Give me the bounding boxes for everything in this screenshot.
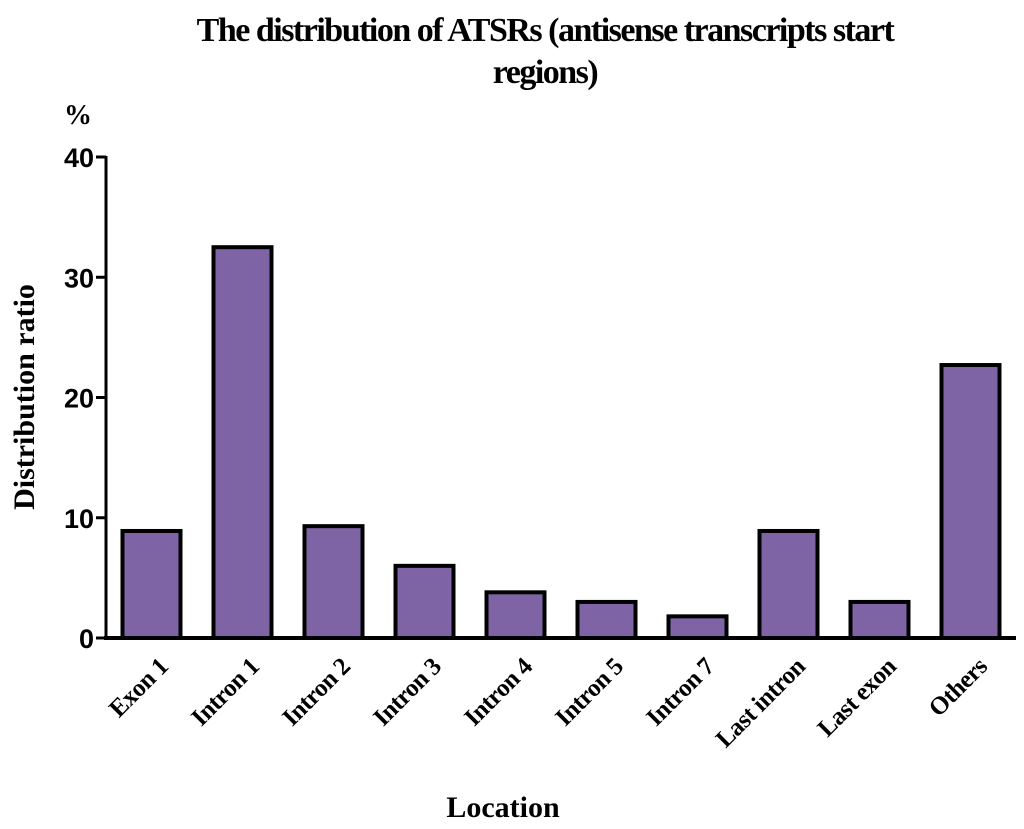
bar — [666, 614, 729, 640]
bars-group — [120, 245, 1002, 640]
bar — [302, 524, 365, 640]
x-tick-label: Last exon — [813, 653, 903, 743]
x-tick-label: Last intron — [711, 653, 811, 753]
y-tick-label: 0 — [79, 624, 94, 654]
chart-title-line-2: regions) — [493, 54, 598, 91]
chart-title-line-1: The distribution of ATSRs (antisense tra… — [197, 12, 896, 49]
bar — [484, 590, 547, 640]
x-axis-tick-labels: Exon 1 Intron 1 Intron 2 Intron 3 Intron 4 In… — [104, 652, 993, 753]
y-tick-label: 30 — [64, 263, 94, 293]
bar — [120, 528, 183, 640]
bar — [575, 599, 638, 640]
bar — [848, 599, 911, 640]
x-axis-label: Location — [446, 791, 560, 824]
y-tick-label: 10 — [64, 504, 94, 534]
bar — [757, 528, 820, 640]
bar — [393, 563, 456, 640]
y-tick-label: 40 — [64, 143, 94, 173]
x-tick-label: Intron 3 — [368, 653, 446, 731]
x-tick-label: Intron 1 — [186, 653, 264, 731]
x-tick-label: Intron 2 — [277, 653, 355, 731]
bar — [939, 363, 1002, 640]
y-tick-label: 20 — [64, 384, 94, 414]
x-tick-label: Intron 5 — [550, 653, 628, 731]
y-axis-ticks: 0 10 20 30 40 — [64, 143, 106, 654]
x-tick-label: Intron 4 — [459, 652, 538, 731]
x-tick-label: Exon 1 — [104, 653, 174, 723]
bar — [211, 245, 274, 640]
y-unit-label: % — [64, 100, 92, 131]
x-tick-label: Intron 7 — [641, 653, 719, 731]
y-axis-label: Distribution ratio — [8, 284, 41, 510]
x-tick-label: Others — [924, 653, 994, 723]
